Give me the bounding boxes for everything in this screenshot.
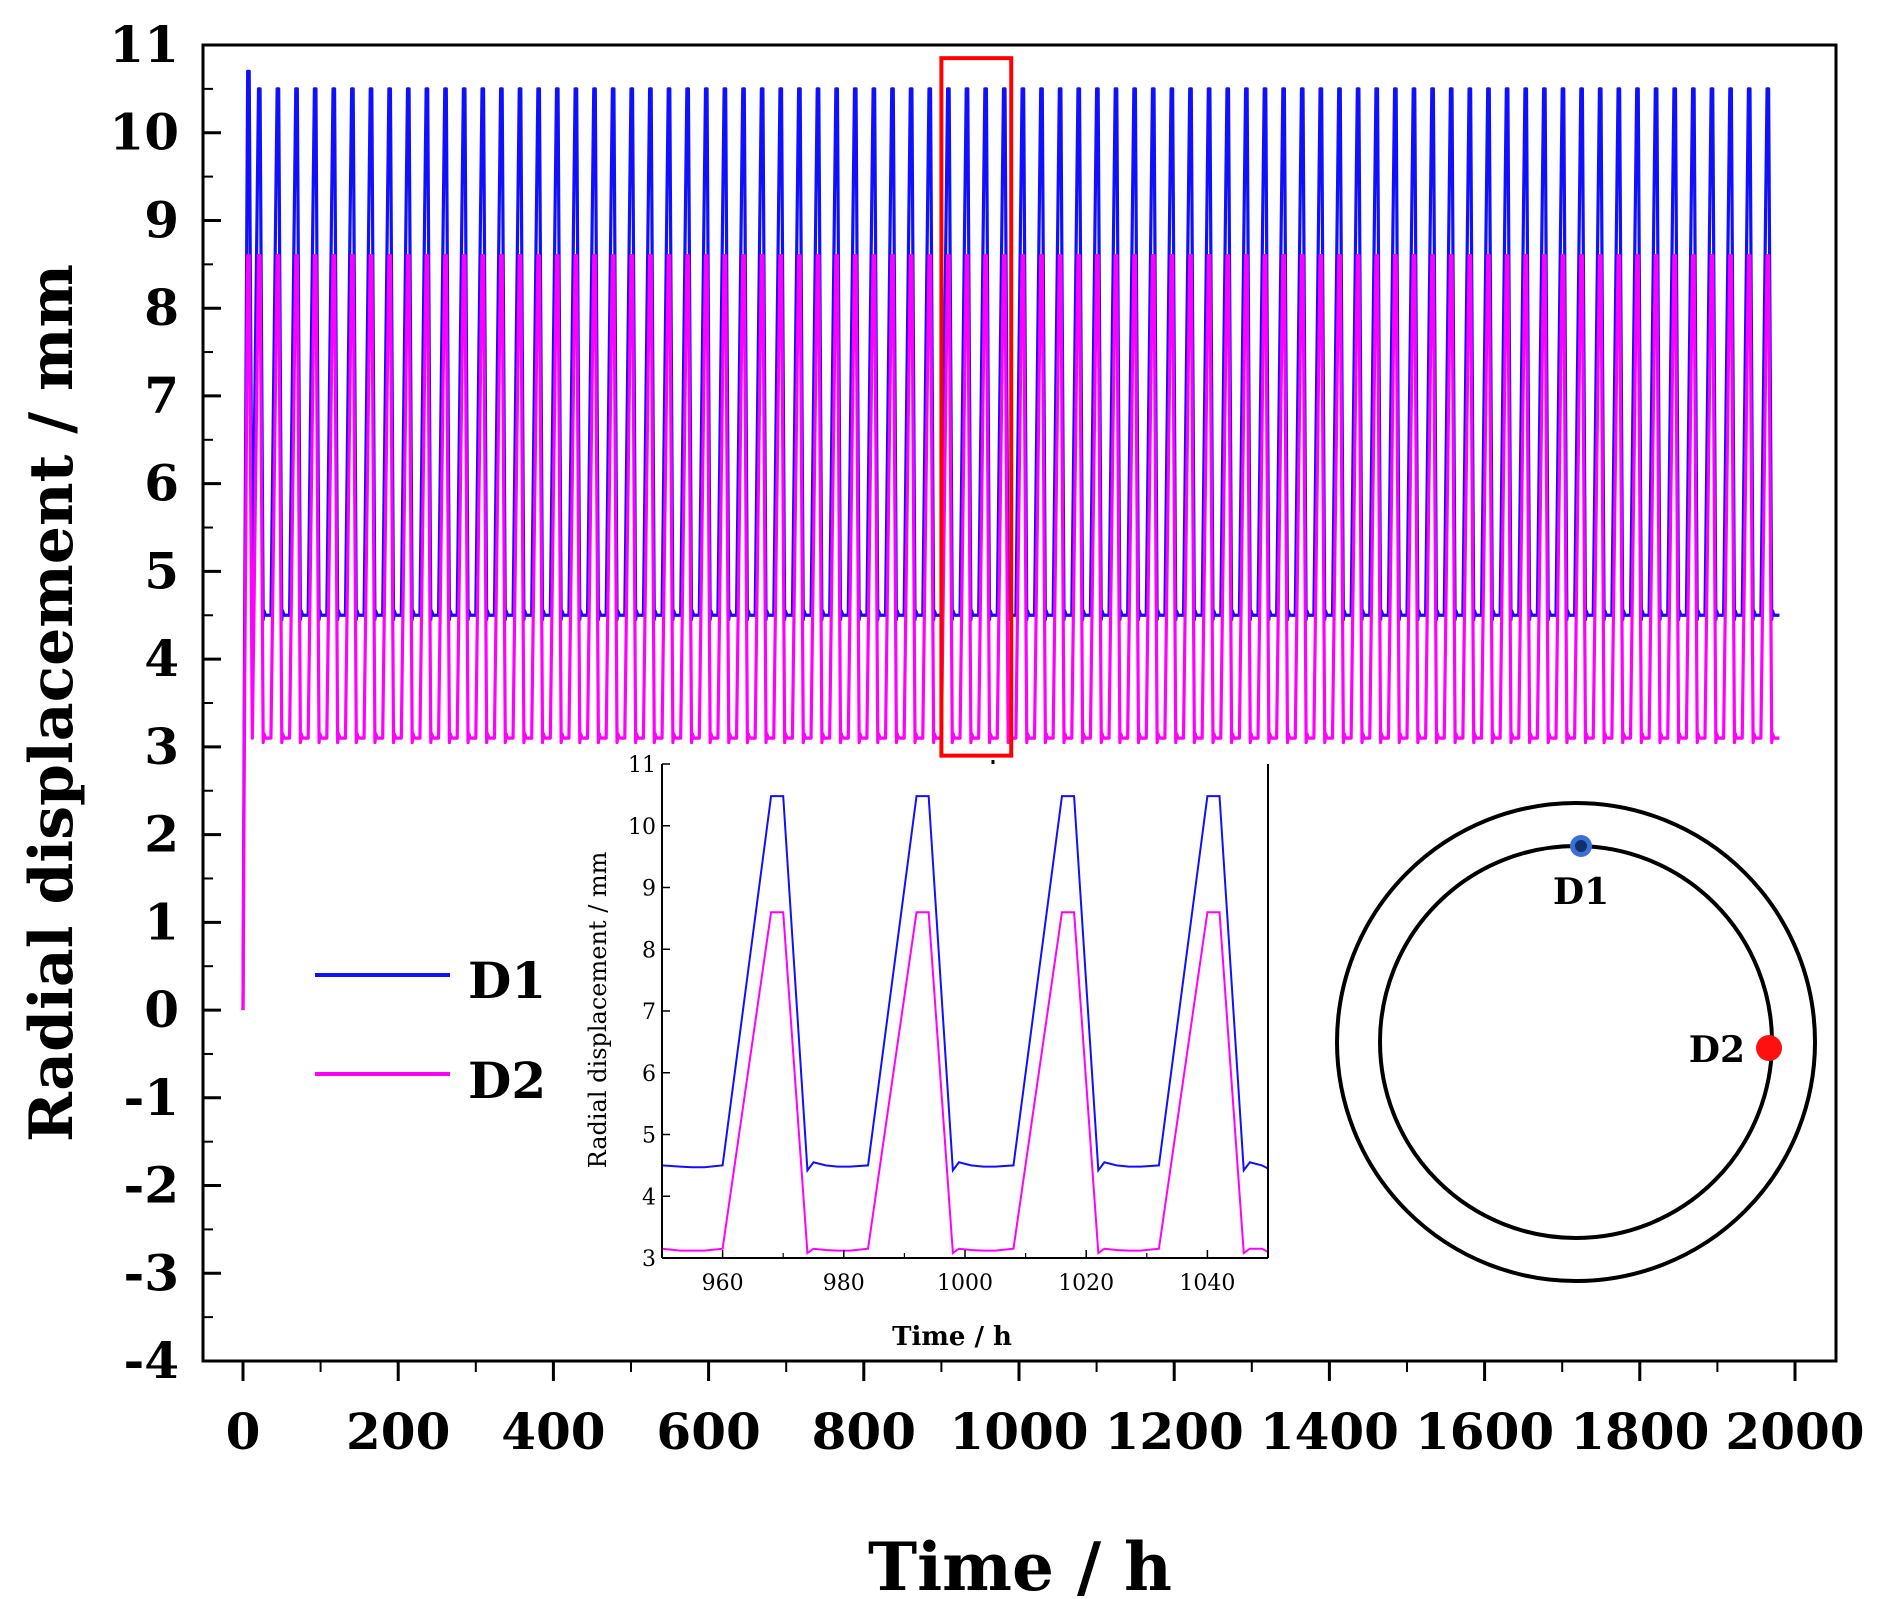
inset-x-tick-label: 960 (702, 1271, 744, 1296)
y-tick-label: 2 (144, 805, 179, 864)
inset-series-d1-line (661, 795, 1269, 1174)
x-tick-label: 600 (656, 1402, 760, 1461)
inset-y-axis-title: Radial displacement / mm (584, 851, 612, 1168)
x-tick-label: 1200 (1105, 1402, 1244, 1461)
d1-marker-core (1575, 840, 1587, 852)
main-y-axis-title: Radial displacement / mm (17, 264, 87, 1142)
d2-marker (1756, 1035, 1782, 1061)
inset-y-tick-label: 10 (628, 815, 656, 840)
outer-circle (1335, 801, 1817, 1283)
y-tick-label: 1 (144, 892, 179, 951)
y-tick-label: 0 (144, 980, 179, 1039)
inset-x-tick-label: 1000 (937, 1271, 993, 1296)
main-axis-ticks: -4 -3 -2 -1 0 1 2 3 4 5 6 7 8 9 10 11 0 200 400 600 800 1000 1… (109, 15, 1864, 1461)
inset-y-tick-label: 3 (642, 1247, 656, 1272)
inset-plot-bg (662, 764, 1268, 1258)
y-tick-label: -2 (123, 1156, 179, 1215)
x-tick-label: 1600 (1415, 1402, 1554, 1461)
inset-plot-series (661, 795, 1269, 1255)
x-tick-label: 2000 (1725, 1402, 1864, 1461)
legend-label-d1: D1 (468, 951, 546, 1010)
main-plot-series (241, 69, 1780, 1011)
position-diagram: D1 D2 (1335, 801, 1817, 1283)
x-tick-label: 400 (501, 1402, 605, 1461)
inset-chart: 3 4 5 6 7 8 9 10 11 960 980 1000 1020 1040 Time / h R… (584, 753, 1269, 1352)
y-tick-label: 5 (144, 541, 179, 600)
y-tick-label: 4 (144, 629, 179, 688)
inset-y-tick-label: 5 (642, 1124, 656, 1149)
y-tick-label: -4 (123, 1331, 179, 1390)
y-tick-label: 3 (144, 717, 179, 776)
inset-axis-ticks: 3 4 5 6 7 8 9 10 11 960 980 1000 1020 1040 (628, 753, 1269, 1296)
inset-y-tick-label: 8 (642, 938, 656, 963)
y-tick-label: 11 (109, 15, 179, 74)
inset-x-tick-label: 1020 (1058, 1271, 1114, 1296)
d2-marker-label: D2 (1689, 1029, 1745, 1071)
x-tick-label: 0 (226, 1402, 261, 1461)
y-tick-label: 6 (144, 454, 179, 513)
inset-x-tick-label: 1040 (1179, 1271, 1235, 1296)
y-tick-label: -1 (123, 1068, 179, 1127)
inset-x-axis-title: Time / h (892, 1322, 1012, 1352)
main-x-axis-title: Time / h (868, 1528, 1172, 1599)
y-tick-label: 10 (109, 103, 179, 162)
inset-series-d2-line (661, 911, 1269, 1255)
inset-x-tick-label: 980 (823, 1271, 865, 1296)
y-tick-label: 8 (144, 278, 179, 337)
x-tick-label: 200 (346, 1402, 450, 1461)
x-tick-label: 800 (812, 1402, 916, 1461)
inset-y-tick-label: 11 (628, 753, 656, 778)
inset-y-tick-label: 9 (642, 877, 656, 902)
series-d2-line (241, 253, 1780, 1011)
series-d1-line (241, 69, 1780, 1011)
x-tick-label: 1400 (1260, 1402, 1399, 1461)
y-tick-label: 9 (144, 190, 179, 249)
y-tick-label: -3 (123, 1243, 179, 1302)
inset-y-tick-label: 6 (642, 1062, 656, 1087)
inset-y-tick-label: 4 (642, 1185, 656, 1210)
legend: D1 D2 (315, 951, 546, 1110)
d1-marker-label: D1 (1553, 871, 1609, 913)
x-tick-label: 1800 (1570, 1402, 1709, 1461)
y-tick-label: 7 (144, 366, 179, 425)
zoom-highlight-box (939, 56, 1014, 758)
inset-y-tick-label: 7 (642, 1000, 656, 1025)
x-tick-label: 1000 (949, 1402, 1088, 1461)
legend-label-d2: D2 (468, 1051, 546, 1110)
